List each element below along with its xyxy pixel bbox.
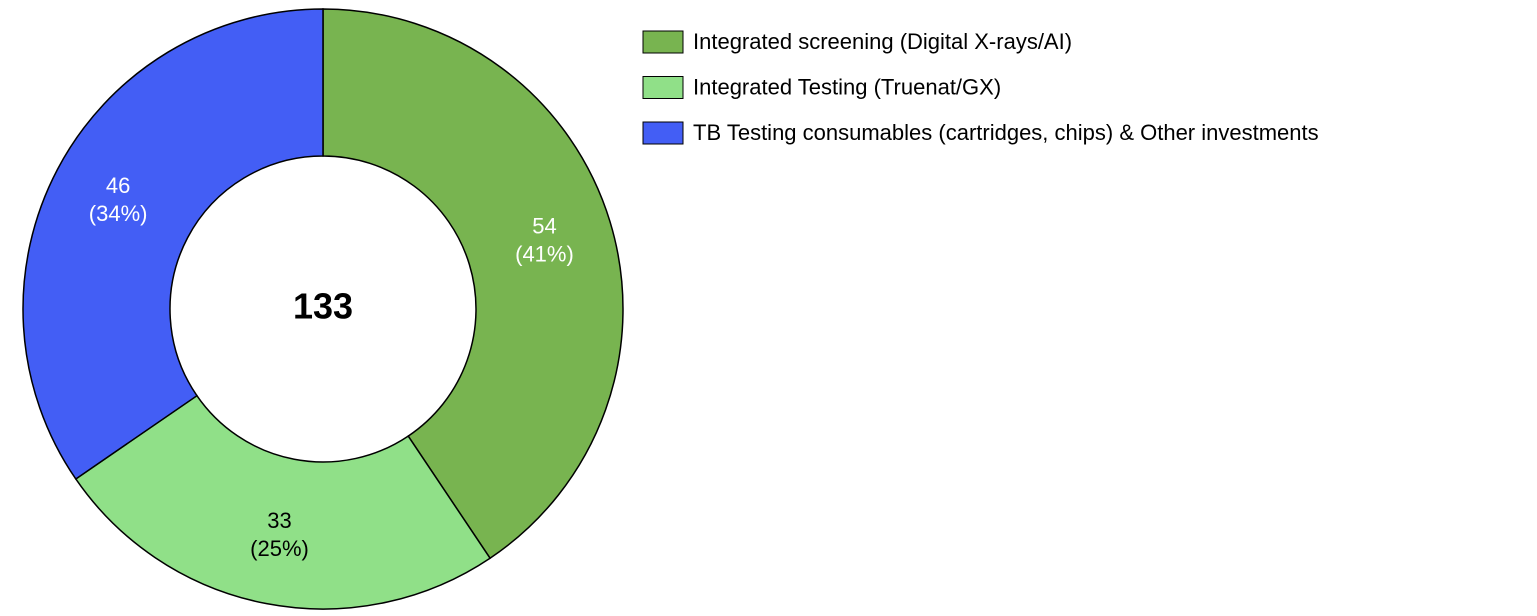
- slice-percent-label: (25%): [250, 536, 309, 561]
- slice-percent-label: (41%): [515, 241, 574, 266]
- donut-slice: [22, 8, 324, 481]
- center-total: 133: [293, 286, 353, 327]
- legend-swatch: [642, 76, 684, 99]
- legend-swatch: [642, 30, 684, 54]
- legend-label: Integrated screening (Digital X-rays/AI): [693, 29, 1072, 54]
- legend-swatch: [642, 121, 684, 145]
- slice-value-label: 46: [106, 173, 130, 198]
- donut-slice: [322, 8, 624, 560]
- legend-label: Integrated Testing (Truenat/GX): [693, 74, 1001, 99]
- donut-slice: [74, 394, 492, 610]
- slice-value-label: 54: [532, 213, 556, 238]
- slice-percent-label: (34%): [89, 201, 148, 226]
- slice-value-label: 33: [267, 508, 291, 533]
- legend-label: TB Testing consumables (cartridges, chip…: [693, 120, 1319, 145]
